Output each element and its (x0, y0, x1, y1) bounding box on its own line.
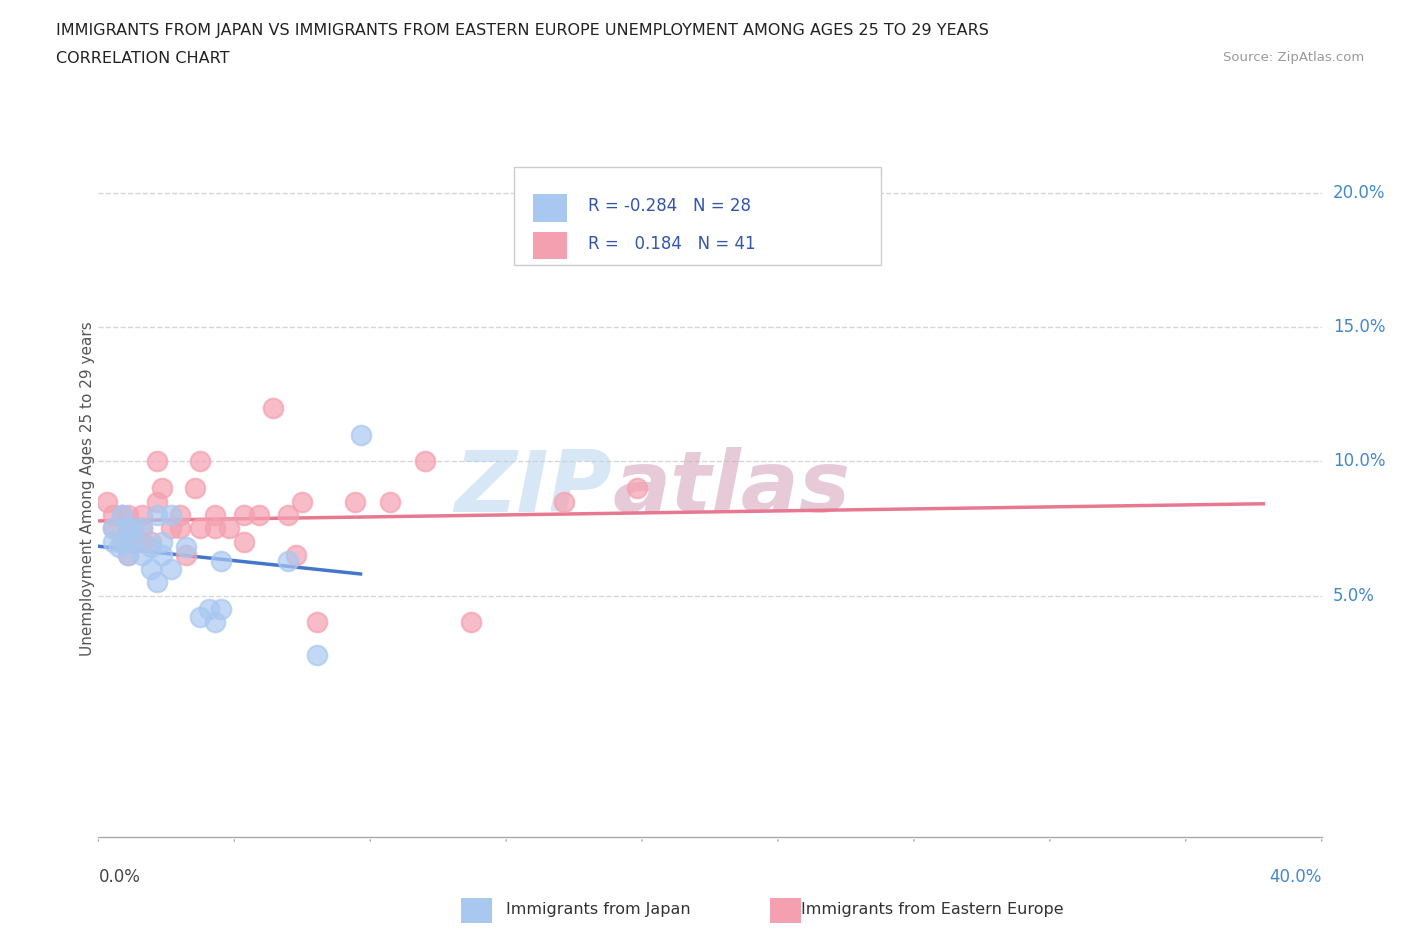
Text: 20.0%: 20.0% (1333, 184, 1385, 202)
Point (145, 454, 167, 469)
Point (152, 535, 174, 550)
Text: atlas: atlas (612, 446, 851, 530)
Point (209, 602, 232, 617)
Point (111, 535, 134, 550)
Point (101, 521, 124, 536)
Point (188, 609, 212, 624)
Point (152, 548, 174, 563)
Point (96, 494, 118, 509)
Point (131, 535, 153, 550)
Text: R = -0.284   N = 28: R = -0.284 N = 28 (588, 197, 751, 216)
Point (343, 494, 366, 509)
Point (111, 508, 134, 523)
Point (145, 494, 167, 509)
Point (122, 535, 145, 550)
Point (218, 521, 240, 536)
Point (209, 553, 232, 568)
Point (145, 508, 167, 523)
Point (117, 521, 139, 536)
Point (117, 535, 139, 550)
Point (233, 508, 256, 523)
Point (285, 548, 308, 563)
Point (101, 535, 124, 550)
Point (460, 615, 482, 630)
Point (247, 508, 270, 523)
Point (139, 539, 162, 554)
Point (117, 508, 139, 523)
Point (204, 615, 226, 630)
FancyBboxPatch shape (533, 194, 567, 222)
Point (183, 481, 205, 496)
Point (131, 548, 153, 563)
Point (101, 508, 124, 523)
Point (277, 553, 299, 568)
Point (108, 539, 131, 554)
Point (204, 508, 226, 523)
Point (188, 521, 212, 536)
Point (160, 508, 183, 523)
Text: 15.0%: 15.0% (1333, 318, 1385, 337)
Point (145, 575, 167, 590)
Point (131, 521, 153, 536)
Point (291, 494, 314, 509)
Point (131, 521, 153, 536)
Y-axis label: Unemployment Among Ages 25 to 29 years: Unemployment Among Ages 25 to 29 years (80, 321, 94, 656)
Point (169, 521, 191, 536)
Text: R =   0.184   N = 41: R = 0.184 N = 41 (588, 234, 755, 253)
Point (262, 400, 284, 415)
Text: Immigrants from Eastern Europe: Immigrants from Eastern Europe (801, 902, 1064, 917)
Point (152, 481, 174, 496)
Point (349, 427, 371, 442)
Point (139, 535, 162, 550)
Point (188, 454, 212, 469)
Point (169, 508, 191, 523)
Point (160, 521, 183, 536)
Point (174, 539, 197, 554)
FancyBboxPatch shape (515, 167, 882, 265)
Point (305, 615, 328, 630)
Point (174, 548, 197, 563)
Point (626, 481, 648, 496)
Point (553, 494, 575, 509)
Point (117, 548, 139, 563)
Point (160, 562, 183, 577)
Point (122, 521, 145, 536)
Point (139, 562, 162, 577)
Point (117, 548, 139, 563)
Text: 5.0%: 5.0% (1333, 587, 1375, 604)
Text: 40.0%: 40.0% (1270, 868, 1322, 885)
Point (277, 508, 299, 523)
Text: Source: ZipAtlas.com: Source: ZipAtlas.com (1223, 51, 1364, 64)
Point (122, 535, 145, 550)
Point (122, 521, 145, 536)
Text: IMMIGRANTS FROM JAPAN VS IMMIGRANTS FROM EASTERN EUROPE UNEMPLOYMENT AMONG AGES : IMMIGRANTS FROM JAPAN VS IMMIGRANTS FROM… (56, 23, 988, 38)
Point (204, 521, 226, 536)
Point (117, 521, 139, 536)
Point (111, 508, 134, 523)
Text: 0.0%: 0.0% (98, 868, 141, 885)
Point (305, 647, 328, 662)
Text: 10.0%: 10.0% (1333, 452, 1385, 471)
Point (413, 454, 436, 469)
Point (131, 508, 153, 523)
Text: CORRELATION CHART: CORRELATION CHART (56, 51, 229, 66)
Point (198, 602, 221, 617)
Text: Immigrants from Japan: Immigrants from Japan (506, 902, 690, 917)
FancyBboxPatch shape (533, 232, 567, 259)
Text: ZIP: ZIP (454, 446, 612, 530)
Point (233, 535, 256, 550)
Point (101, 521, 124, 536)
Point (378, 494, 401, 509)
